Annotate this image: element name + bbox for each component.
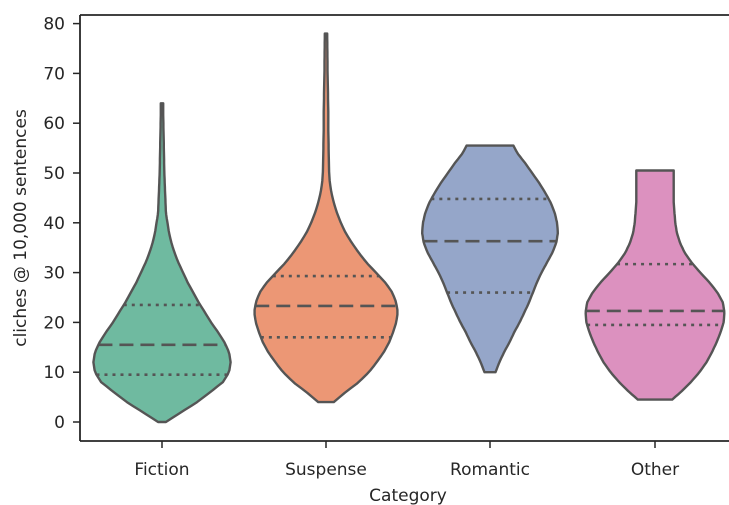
x-tick-label: Fiction	[134, 460, 189, 480]
y-tick-label: 0	[54, 413, 65, 433]
y-tick-label: 40	[43, 214, 65, 234]
violin-romantic	[421, 144, 559, 374]
violin-fiction	[92, 102, 232, 424]
violin-suspense	[253, 32, 399, 404]
violin-other	[584, 169, 726, 401]
x-tick-label: Romantic	[450, 460, 530, 480]
x-ticks: Fiction Suspense Romantic Other	[134, 441, 679, 480]
x-tick-label: Suspense	[285, 460, 367, 480]
y-tick-label: 60	[43, 114, 65, 134]
x-axis-label: Category	[369, 486, 447, 505]
x-tick-label: Other	[631, 460, 679, 480]
axes	[79, 14, 729, 442]
y-ticks: 0 10 20 30 40 50 60 70 80	[43, 15, 80, 433]
y-tick-label: 10	[43, 363, 65, 383]
y-axis-label: cliches @ 10,000 sentences	[11, 109, 31, 347]
y-tick-label: 80	[43, 15, 65, 35]
y-tick-label: 30	[43, 264, 65, 284]
violin-body	[92, 102, 232, 424]
y-tick-label: 20	[43, 313, 65, 333]
violin-body	[253, 32, 399, 404]
y-tick-label: 70	[43, 64, 65, 84]
violin-group	[92, 32, 726, 424]
violin-body	[421, 144, 559, 374]
y-tick-label: 50	[43, 164, 65, 184]
violin-body	[584, 169, 726, 401]
